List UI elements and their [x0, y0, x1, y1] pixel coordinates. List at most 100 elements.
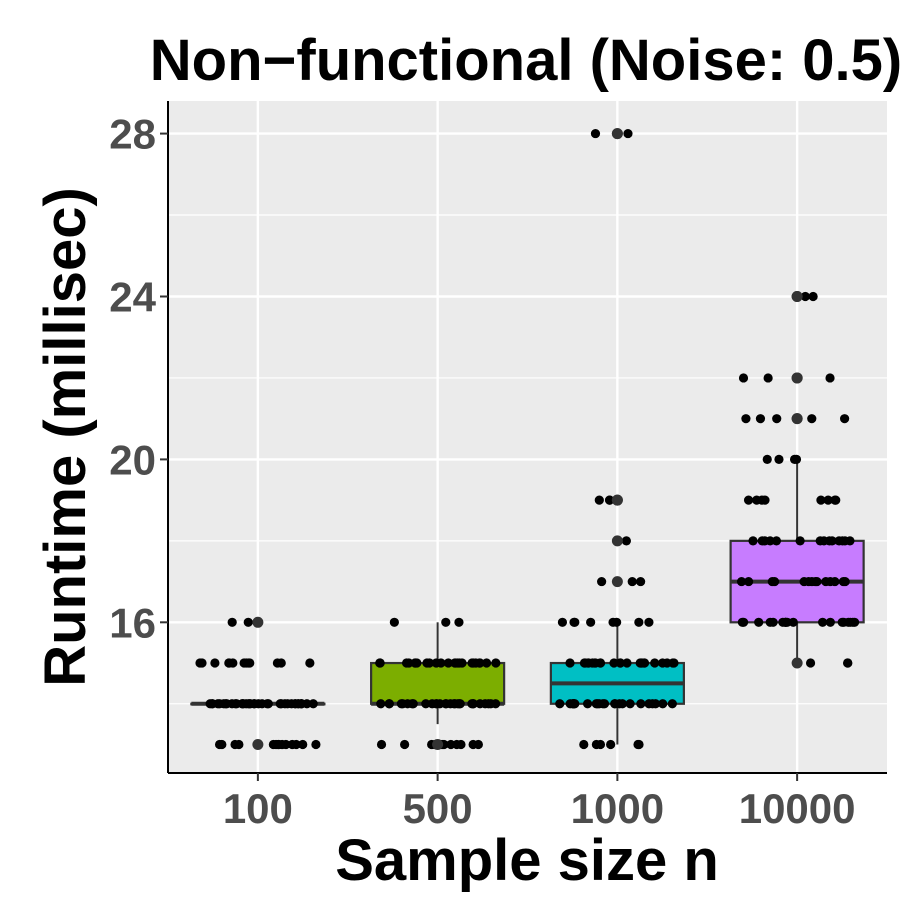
jitter-point: [275, 699, 285, 709]
jitter-point: [263, 699, 273, 709]
jitter-point: [217, 739, 227, 750]
jitter-point: [421, 699, 431, 709]
jitter-point: [736, 576, 747, 587]
jitter-point: [228, 658, 238, 668]
jitter-point: [636, 576, 646, 587]
jitter-point: [644, 699, 654, 709]
outlier-point: [791, 413, 803, 425]
jitter-point: [234, 739, 244, 750]
jitter-point: [468, 699, 478, 709]
jitter-point: [389, 617, 399, 627]
jitter-point: [590, 128, 601, 139]
jitter-point: [738, 373, 749, 383]
jitter-point: [587, 658, 598, 668]
jitter-point: [840, 576, 850, 587]
jitter-point: [483, 699, 494, 709]
jitter-point: [824, 536, 834, 546]
x-tick-label: 10000: [739, 785, 856, 832]
jitter-point: [400, 739, 410, 750]
jitter-point: [443, 658, 453, 668]
jitter-point: [825, 617, 835, 627]
axis-ticks: 16 20 24 28 100 500 1000 10000: [109, 111, 855, 832]
jitter-point: [475, 658, 485, 668]
jitter-point: [272, 658, 283, 668]
jitter-point: [582, 699, 593, 709]
jitter-point: [767, 576, 777, 587]
x-tick-label: 1000: [571, 785, 664, 832]
jitter-point: [431, 658, 441, 668]
jitter-point: [744, 576, 754, 587]
jitter-point: [230, 699, 240, 709]
outlier-point: [611, 128, 623, 140]
outlier-point: [432, 738, 444, 750]
jitter-point: [241, 699, 251, 709]
jitter-point: [635, 658, 645, 668]
jitter-point: [384, 699, 394, 709]
jitter-point: [791, 454, 802, 464]
jitter-point: [594, 495, 604, 505]
jitter-point: [807, 414, 817, 424]
jitter-point: [621, 536, 631, 546]
jitter-point: [823, 495, 833, 505]
jitter-point: [293, 699, 304, 709]
outlier-point: [611, 494, 623, 506]
jitter-point: [608, 617, 618, 627]
jitter-point: [376, 699, 386, 709]
jitter-point: [634, 739, 644, 750]
outlier-point: [252, 616, 264, 628]
jitter-point: [815, 536, 825, 546]
jitter-point: [650, 658, 660, 668]
jitter-point: [830, 576, 840, 587]
jitter-point: [597, 576, 607, 587]
jitter-point: [825, 373, 835, 383]
jitter-point: [810, 576, 821, 587]
jitter-point: [800, 291, 810, 302]
jitter-point: [625, 699, 635, 709]
jitter-point: [657, 658, 668, 668]
jitter-point: [799, 576, 809, 587]
jitter-point: [772, 414, 782, 424]
jitter-point: [808, 291, 818, 302]
jitter-point: [376, 739, 387, 750]
jitter-point: [467, 658, 477, 668]
jitter-point: [245, 658, 255, 668]
box-500: [370, 661, 506, 705]
jitter-point: [404, 658, 414, 668]
jitter-point: [754, 617, 764, 627]
chart-title: Non−functional (Noise: 0.5): [150, 28, 902, 93]
jitter-point: [427, 699, 437, 709]
jitter-point: [821, 576, 831, 587]
jitter-point: [849, 617, 860, 627]
jitter-point: [210, 658, 220, 668]
y-axis-title: Runtime (millisec): [33, 187, 98, 687]
jitter-point: [227, 617, 237, 627]
y-tick-label: 24: [109, 273, 156, 320]
jitter-point: [737, 617, 747, 627]
jitter-point: [627, 576, 637, 587]
jitter-point: [752, 495, 762, 505]
jitter-point: [579, 739, 589, 750]
jitter-point: [768, 617, 778, 627]
y-tick-label: 16: [109, 599, 156, 646]
jitter-point: [622, 658, 632, 668]
jitter-point: [634, 617, 644, 627]
jitter-point: [743, 495, 754, 505]
jitter-point: [308, 699, 318, 709]
jitter-point: [805, 658, 816, 668]
jitter-point: [755, 414, 766, 424]
outlier-point: [611, 535, 623, 547]
jitter-point: [375, 658, 385, 668]
jitter-point: [644, 617, 654, 627]
jitter-point: [298, 739, 308, 750]
outlier-point: [611, 576, 623, 588]
jitter-point: [243, 617, 253, 627]
jitter-point: [557, 617, 568, 627]
jitter-point: [658, 699, 668, 709]
plot-panel: [168, 101, 887, 773]
jitter-point: [606, 739, 616, 750]
jitter-point: [595, 739, 606, 750]
jitter-point: [568, 699, 578, 709]
jitter-point: [774, 454, 784, 464]
jitter-point: [765, 536, 775, 546]
